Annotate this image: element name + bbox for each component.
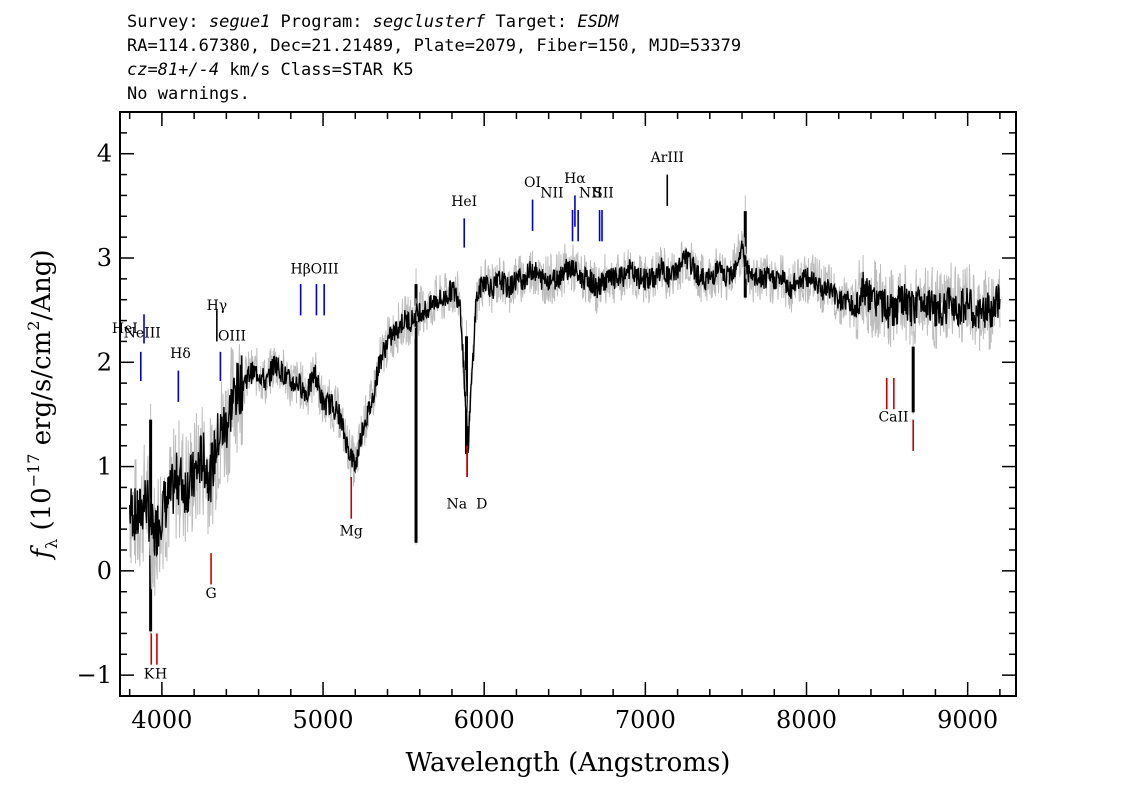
absorption-line-label-6: CaII	[878, 410, 908, 426]
y-tick-label-1: 0	[97, 557, 112, 585]
absorption-line-label-4: Na	[447, 496, 468, 512]
emission-line-label-11: Hα	[564, 171, 586, 187]
flux-series-0	[129, 240, 1001, 558]
y-tick-label-0: −1	[77, 661, 112, 689]
x-tick-label-3: 7000	[615, 706, 676, 734]
x-axis-label: Wavelength (Angstroms)	[406, 748, 731, 778]
emission-line-label-1: NeIII	[124, 325, 161, 341]
y-label-open: (10	[27, 487, 57, 539]
y-label-exp2: 2	[24, 321, 43, 331]
emission-line-label-3: Hγ	[207, 298, 228, 314]
y-label-exp1: −17	[24, 454, 43, 488]
absorption-line-label-5: D	[476, 496, 487, 512]
emission-line-label-13: SII	[593, 186, 614, 202]
redshift-value: cz=81+/-4	[127, 60, 220, 80]
class-value: km/s Class=STAR K5	[219, 60, 414, 80]
y-tick-label-3: 2	[97, 348, 112, 376]
absorption-line-label-2: G	[205, 586, 216, 602]
absorption-line-label-3: Mg	[340, 523, 363, 539]
x-tick-label-5: 9000	[937, 706, 998, 734]
y-tick-label-4: 3	[97, 244, 112, 272]
header-line-coordinates: RA=114.67380, Dec=21.21489, Plate=2079, …	[127, 36, 742, 56]
y-tick-label-5: 4	[97, 140, 112, 168]
target-value: ESDM	[577, 12, 619, 32]
emission-line-label-5: Hβ	[290, 262, 310, 278]
y-label-mid: erg/s/cm	[27, 331, 57, 454]
absorption-line-label-0: K	[144, 666, 155, 682]
emission-line-label-10: NII	[540, 186, 563, 202]
emission-line-label-4: OIII	[218, 328, 246, 344]
survey-value: segue1	[208, 12, 271, 32]
absorption-line-label-1: H	[155, 666, 167, 682]
emission-line-label-9: OI	[524, 175, 541, 191]
emission-line-label-12: NII	[579, 186, 602, 202]
spectrum-series-layer	[129, 230, 1001, 596]
header-line-warnings: No warnings.	[127, 84, 250, 104]
y-axis-label: fλ (10−17 erg/s/cm2/Ang)	[24, 249, 61, 560]
x-tick-label-0: 4000	[131, 706, 192, 734]
axis-ticks: 4000 5000 6000 7000 8000 9000 −1 0 1 2 3 4	[77, 112, 1016, 734]
spectrum-header: Survey: segue1 Program: segclusterf Targ…	[127, 10, 741, 106]
emission-line-label-8: HeI	[451, 194, 477, 210]
y-tick-label-2: 1	[97, 453, 112, 481]
emission-line-label-0: HeI	[112, 321, 138, 337]
target-label: Target:	[485, 12, 578, 32]
emission-line-label-15: ArIII	[650, 150, 684, 166]
emission-line-label-6: OIII	[311, 262, 339, 278]
header-line-redshift: cz=81+/-4 km/s Class=STAR K5	[127, 58, 741, 82]
program-value: segclusterf	[372, 12, 486, 32]
survey-label: Survey:	[127, 12, 209, 32]
plot-frame	[119, 111, 1017, 697]
emission-line-label-2: Hδ	[170, 346, 191, 362]
header-line-survey: Survey: segue1 Program: segclusterf Targ…	[127, 10, 741, 34]
y-label-close: /Ang)	[27, 249, 57, 320]
x-tick-label-4: 8000	[776, 706, 837, 734]
x-tick-label-2: 6000	[454, 706, 515, 734]
x-tick-label-1: 5000	[293, 706, 354, 734]
program-label: Program:	[270, 12, 373, 32]
y-label-lambda: λ	[42, 539, 61, 549]
